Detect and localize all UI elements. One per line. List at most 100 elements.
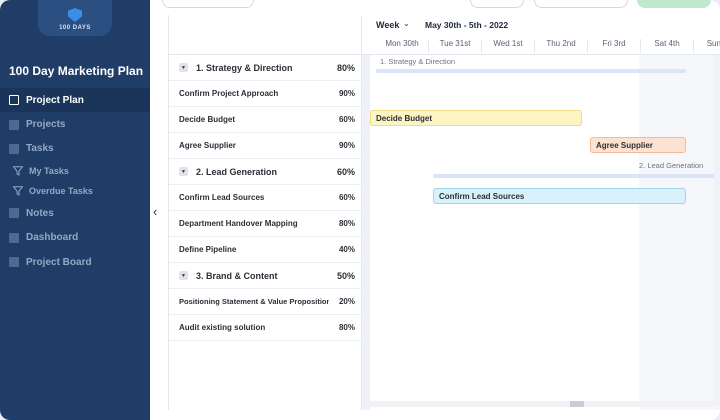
- horizontal-scrollbar-thumb[interactable]: [570, 401, 584, 407]
- project-plan-icon: [9, 95, 19, 106]
- toolbar-primary-button[interactable]: [637, 0, 711, 8]
- sidebar-item-overdue-tasks[interactable]: Overdue Tasks: [0, 181, 150, 201]
- gantt-bar-label: Confirm Lead Sources: [439, 191, 525, 201]
- task-progress: 90%: [338, 141, 355, 150]
- sidebar: 100 DAYS 100 Day Marketing Plan Project …: [0, 0, 150, 420]
- plan-title: 100 Day Marketing Plan: [9, 64, 144, 78]
- day-header: Mon 30th: [376, 39, 429, 53]
- task-progress: 20%: [338, 297, 355, 306]
- day-header: Fri 3rd: [588, 39, 641, 53]
- sidebar-item-label: Tasks: [26, 143, 54, 155]
- collapse-toggle-icon[interactable]: ▼: [179, 271, 188, 280]
- task-progress: 40%: [338, 245, 355, 254]
- sidebar-item-project-plan[interactable]: Project Plan: [0, 88, 150, 113]
- sidebar-nav: Project Plan Projects Tasks My Tasks Ove…: [0, 88, 150, 274]
- sidebar-item-projects[interactable]: Projects: [0, 112, 150, 136]
- gantt-summary-bar[interactable]: [376, 69, 686, 73]
- task-name: Define Pipeline: [179, 245, 237, 254]
- sidebar-item-label: Project Plan: [26, 94, 84, 106]
- task-name: 2. Lead Generation: [196, 166, 278, 177]
- task-group-row[interactable]: ▼ 3. Brand & Content 50%: [169, 263, 361, 289]
- gantt-bar-confirm-lead-sources[interactable]: Confirm Lead Sources: [433, 188, 686, 204]
- chevron-down-icon[interactable]: ⌄: [403, 19, 410, 28]
- task-row[interactable]: Positioning Statement & Value Propositio…: [169, 289, 361, 315]
- task-progress: 80%: [338, 219, 355, 228]
- gantt-group-label: 2. Lead Generation: [639, 161, 704, 170]
- weekend-shading: [639, 55, 720, 410]
- vertical-scrollbar[interactable]: [714, 55, 720, 401]
- task-row[interactable]: Audit existing solution 80%: [169, 315, 361, 341]
- sidebar-item-label: Notes: [26, 207, 54, 219]
- project-board-icon: [9, 257, 19, 268]
- funnel-icon: [13, 166, 23, 176]
- task-row[interactable]: Confirm Lead Sources 60%: [169, 185, 361, 211]
- task-name: Positioning Statement & Value Propositio…: [179, 297, 329, 306]
- task-name: Confirm Project Approach: [179, 89, 279, 98]
- sidebar-item-label: Project Board: [26, 256, 92, 268]
- task-name: Department Handover Mapping: [179, 219, 298, 228]
- toolbar-button[interactable]: [470, 0, 524, 8]
- gantt-bar-agree-supplier[interactable]: Agree Supplier: [590, 137, 686, 153]
- sidebar-item-notes[interactable]: Notes: [0, 201, 150, 225]
- day-header: Tue 31st: [429, 39, 482, 53]
- gantt-header: Week ⌄ May 30th - 5th - 2022 Mon 30th Tu…: [362, 15, 720, 55]
- sidebar-item-label: Dashboard: [26, 232, 79, 244]
- day-header: Sun 5th: [706, 39, 720, 48]
- task-row[interactable]: Agree Supplier 90%: [169, 133, 361, 159]
- notes-icon: [9, 208, 19, 219]
- task-row[interactable]: Decide Budget 60%: [169, 107, 361, 133]
- task-name: Agree Supplier: [179, 141, 236, 150]
- sidebar-item-tasks[interactable]: Tasks: [0, 137, 150, 161]
- day-header: Sat 4th: [641, 39, 694, 53]
- gantt-bar-label: Agree Supplier: [596, 140, 653, 150]
- task-list: ▼ 1. Strategy & Direction 80% Confirm Pr…: [168, 15, 362, 410]
- task-progress: 60%: [338, 193, 355, 202]
- task-progress: 90%: [338, 89, 355, 98]
- gantt-summary-bar[interactable]: [433, 174, 720, 178]
- gantt-chart: Week ⌄ May 30th - 5th - 2022 Mon 30th Tu…: [362, 15, 720, 410]
- sidebar-item-my-tasks[interactable]: My Tasks: [0, 161, 150, 181]
- gantt-left-rail: [362, 55, 370, 410]
- task-list-header: [169, 15, 361, 55]
- gantt-bar-label: Decide Budget: [376, 113, 433, 123]
- logo-shield-icon: [68, 8, 82, 22]
- task-progress: 60%: [338, 115, 355, 124]
- day-header: Wed 1st: [482, 39, 535, 53]
- task-row[interactable]: Define Pipeline 40%: [169, 237, 361, 263]
- gantt-group-label: 1. Strategy & Direction: [380, 57, 456, 66]
- tasks-icon: [9, 143, 19, 154]
- funnel-icon: [13, 186, 23, 196]
- task-progress: 60%: [336, 166, 355, 177]
- task-row[interactable]: Department Handover Mapping 80%: [169, 211, 361, 237]
- day-headers: Mon 30th Tue 31st Wed 1st Thu 2nd Fri 3r…: [376, 39, 720, 53]
- task-name: 1. Strategy & Direction: [196, 62, 293, 73]
- logo[interactable]: 100 DAYS: [38, 0, 112, 36]
- week-view-dropdown[interactable]: Week: [376, 20, 400, 30]
- collapse-toggle-icon[interactable]: ▼: [179, 167, 188, 176]
- sidebar-item-label: Projects: [26, 119, 66, 131]
- task-group-row[interactable]: ▼ 2. Lead Generation 60%: [169, 159, 361, 185]
- projects-icon: [9, 119, 19, 130]
- date-range-label: May 30th - 5th - 2022: [425, 20, 509, 30]
- horizontal-scrollbar[interactable]: [370, 401, 720, 407]
- collapse-toggle-icon[interactable]: ▼: [179, 63, 188, 72]
- task-row[interactable]: Confirm Project Approach 90%: [169, 81, 361, 107]
- logo-text: 100 DAYS: [59, 25, 91, 31]
- task-group-row[interactable]: ▼ 1. Strategy & Direction 80%: [169, 55, 361, 81]
- gantt-bar-decide-budget[interactable]: Decide Budget: [370, 110, 582, 126]
- task-progress: 80%: [336, 62, 355, 73]
- task-name: Confirm Lead Sources: [179, 193, 265, 202]
- sidebar-item-project-board[interactable]: Project Board: [0, 250, 150, 274]
- collapse-sidebar-chevron-icon[interactable]: ‹: [153, 204, 158, 219]
- task-progress: 80%: [338, 323, 355, 332]
- toolbar-dropdown-button[interactable]: [534, 0, 628, 8]
- task-name: 3. Brand & Content: [196, 270, 278, 281]
- toolbar-search-button[interactable]: [162, 0, 254, 8]
- sidebar-item-dashboard[interactable]: Dashboard: [0, 226, 150, 250]
- dashboard-icon: [9, 232, 19, 243]
- sidebar-item-label: My Tasks: [29, 166, 69, 177]
- sidebar-item-label: Overdue Tasks: [29, 186, 93, 197]
- task-name: Decide Budget: [179, 115, 236, 124]
- day-header: Thu 2nd: [535, 39, 588, 53]
